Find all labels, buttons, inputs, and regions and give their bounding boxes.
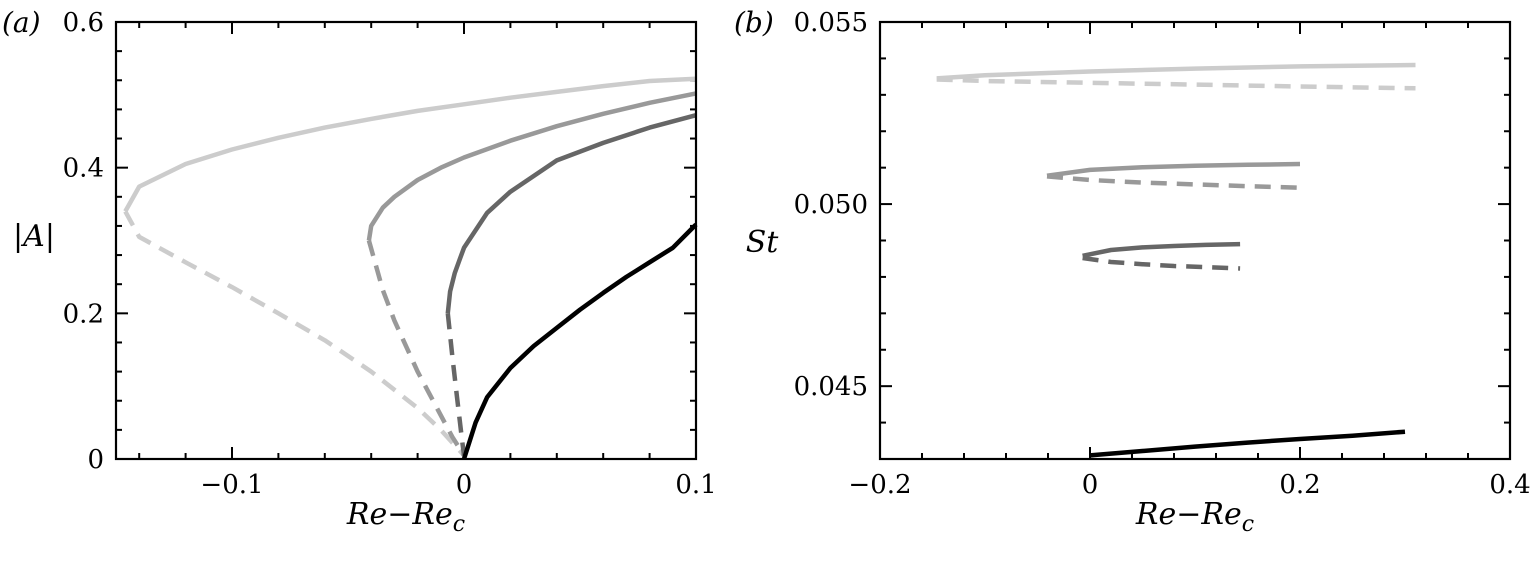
x-tick-label: 0: [456, 470, 473, 500]
series-line-dashed: [1082, 255, 1241, 271]
panel-a-x-axis-label: Re−Rec: [346, 497, 465, 537]
y-tick-label: 0: [87, 445, 104, 475]
series-line-dashed: [123, 210, 466, 457]
panel-a-frame: [114, 20, 698, 461]
y-tick-label: 0.050: [794, 190, 868, 220]
y-tick-label: 0.2: [63, 299, 104, 329]
series-line-dashed: [1046, 174, 1301, 190]
series-line-solid: [1082, 241, 1241, 259]
panel-b-tick-labels: −0.2 0 0.2 0.4 0.045 0.050 0.055: [794, 8, 1530, 500]
series-line-dashed: [366, 239, 466, 457]
panel-b-label: (b): [734, 6, 774, 39]
y-tick-label: 0.045: [794, 372, 868, 402]
series-line-solid: [1089, 429, 1406, 458]
panel-b-x-axis-label: Re−Rec: [1135, 497, 1254, 537]
series-line-solid: [461, 222, 698, 460]
y-tick-label: 0.4: [63, 154, 104, 184]
x-tick-label: −0.2: [848, 470, 911, 500]
series-line-solid: [936, 62, 1416, 81]
panel-a: (a) −0.1 0 0.1 0 0.2 0.4 0.6 Re−Rec |A|: [2, 6, 717, 537]
series-line-dashed: [445, 313, 467, 456]
y-tick-label: 0.6: [63, 8, 104, 38]
x-tick-label: 0.1: [675, 470, 716, 500]
panel-a-series: [123, 76, 698, 460]
series-line-dashed: [936, 77, 1416, 91]
x-tick-label: 0.4: [1489, 470, 1530, 500]
panel-b-frame: [878, 20, 1512, 461]
series-line-solid: [445, 113, 697, 314]
x-tick-label: 0: [1082, 470, 1099, 500]
x-tick-label: 0.2: [1279, 470, 1320, 500]
x-tick-label: −0.1: [200, 470, 263, 500]
series-line-solid: [1046, 161, 1301, 178]
panel-a-y-axis-label: |A|: [13, 219, 55, 254]
panel-a-tick-labels: −0.1 0 0.1 0 0.2 0.4 0.6: [63, 8, 717, 500]
y-tick-label: 0.055: [794, 8, 868, 38]
series-line-solid: [366, 91, 697, 241]
panel-b-y-axis-label: St: [746, 225, 780, 260]
panel-b: (b) −0.2 0 0.2 0.4 0.045 0.050 0.055 Re−Rec St: [734, 6, 1530, 537]
series-line-solid: [123, 76, 697, 213]
panel-a-label: (a): [2, 6, 41, 39]
panel-b-series: [936, 62, 1416, 458]
